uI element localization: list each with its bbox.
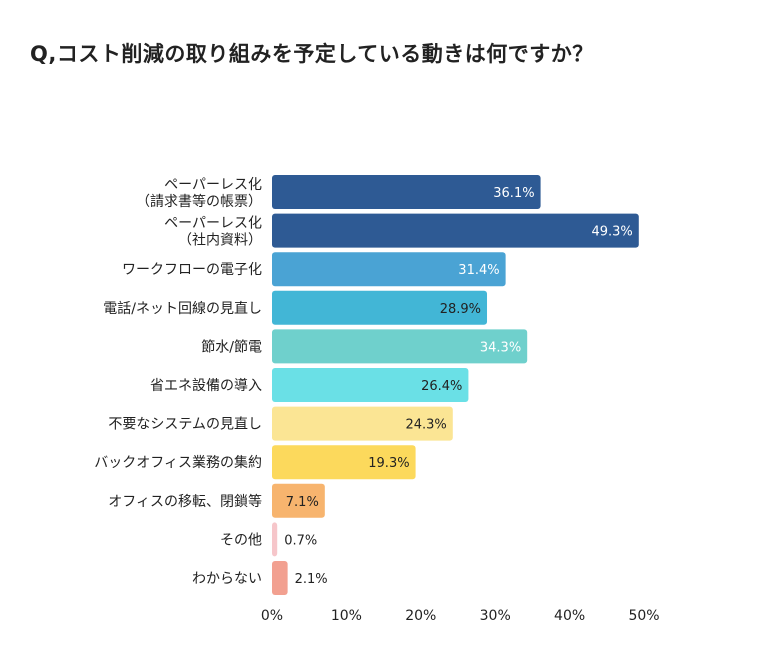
data-label: 2.1% [295,572,328,587]
category-label: 省エネ設備の導入 [150,378,262,394]
bar [272,175,541,209]
category-label: ワークフローの電子化 [122,262,262,278]
data-label: 49.3% [591,225,632,240]
category-label: わからない [192,571,262,587]
bar [272,329,528,364]
x-tick-label: 30% [480,608,511,624]
bar [272,290,488,325]
category-label: ペーパーレス化 [164,177,262,193]
x-tick-label: 20% [405,608,436,624]
bar [272,213,639,248]
bar [272,406,453,441]
bar [272,561,288,595]
data-label: 31.4% [458,263,499,278]
bar [272,368,469,402]
category-label: （社内資料） [178,233,262,249]
category-label: バックオフィス業務の集約 [94,454,262,471]
bar [272,252,506,287]
x-tick-label: 50% [628,608,659,624]
category-label: （請求書等の帳票） [136,193,262,210]
data-label: 19.3% [368,456,409,471]
bar [272,483,325,518]
data-label: 7.1% [286,495,319,510]
x-tick-label: 0% [261,608,283,624]
category-label: オフィスの移転、閉鎖等 [108,493,262,510]
category-label: その他 [220,532,262,548]
bar [272,522,278,557]
x-tick-label: 10% [331,608,362,624]
category-label: 電話/ネット回線の見直し [103,300,262,317]
category-label: 不要なシステムの見直し [108,416,262,433]
data-label: 0.7% [284,533,317,548]
chart-title: Q,コスト削減の取り組みを予定している動きは何ですか？ [30,42,594,66]
data-label: 24.3% [405,418,446,433]
data-label: 28.9% [440,302,481,317]
data-label: 26.4% [421,379,462,394]
category-label: 節水/節電 [201,338,262,355]
data-label: 36.1% [493,186,534,201]
data-label: 34.3% [480,340,521,355]
bar [272,445,416,480]
category-label: ペーパーレス化 [164,216,262,232]
x-tick-label: 40% [554,608,585,624]
